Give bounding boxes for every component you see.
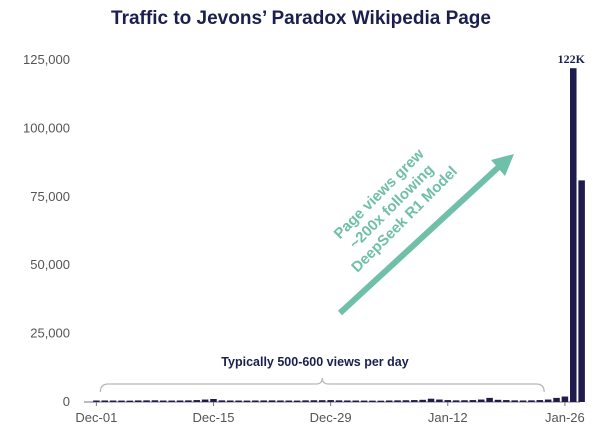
y-tick-label: 125,000	[23, 52, 70, 67]
bar	[427, 398, 435, 402]
bar	[486, 397, 493, 402]
bar	[260, 400, 267, 402]
bar	[310, 400, 318, 402]
bar	[536, 400, 544, 402]
bar	[377, 400, 385, 402]
bar	[302, 400, 309, 402]
bar	[511, 400, 518, 402]
bar	[419, 399, 426, 402]
bar	[561, 396, 569, 402]
x-tick-label: Dec-29	[310, 410, 352, 425]
bar	[519, 400, 527, 402]
y-tick-label: 100,000	[23, 120, 70, 135]
bar	[193, 400, 201, 402]
bar	[477, 399, 485, 402]
bar	[109, 400, 117, 402]
bracket-line	[99, 377, 545, 393]
bar	[553, 397, 560, 402]
bar	[243, 400, 251, 402]
bar	[369, 400, 376, 402]
bar	[544, 399, 552, 402]
bar	[578, 180, 585, 402]
bar	[394, 400, 401, 402]
chart-title: Traffic to Jevons’ Paradox Wikipedia Pag…	[111, 8, 491, 29]
x-tick-label: Dec-15	[193, 410, 235, 425]
x-tick-label: Jan-12	[428, 410, 468, 425]
bar	[185, 400, 192, 402]
bar	[335, 400, 343, 402]
bar	[461, 400, 468, 402]
bar	[385, 400, 393, 402]
bar	[327, 400, 334, 402]
bar	[268, 400, 276, 402]
x-tick-label: Dec-01	[75, 410, 117, 425]
bar	[235, 400, 242, 402]
bar	[285, 400, 293, 402]
growth-arrow	[337, 154, 514, 316]
bar	[151, 400, 159, 402]
y-tick-label: 0	[63, 394, 70, 409]
peak-label: 122K	[558, 52, 586, 66]
bar	[293, 400, 301, 402]
bar	[93, 400, 100, 402]
x-tick-label: Jan-26	[545, 410, 585, 425]
x-axis: Dec-01 Dec-15 Dec-29 Jan-12 Jan-26	[75, 402, 585, 425]
y-axis: 0 25,000 50,000 75,000 100,000 125,000	[23, 52, 580, 409]
bar	[494, 399, 502, 402]
bar	[436, 399, 443, 402]
bar	[201, 399, 209, 402]
bar	[319, 400, 326, 402]
bar	[160, 400, 167, 402]
bar	[411, 400, 418, 402]
bar	[134, 400, 142, 402]
bar	[452, 400, 460, 402]
bar	[218, 400, 226, 402]
bar	[210, 398, 217, 402]
bar	[168, 400, 175, 402]
bar	[570, 68, 577, 402]
bar	[176, 400, 184, 402]
y-tick-label: 50,000	[30, 257, 70, 272]
bar-series	[93, 68, 585, 402]
y-tick-label: 25,000	[30, 326, 70, 341]
bar	[118, 400, 125, 402]
bar	[352, 400, 359, 402]
bar	[252, 400, 259, 402]
baseline-bracket	[99, 377, 545, 393]
bar	[360, 400, 368, 402]
bracket-label: Typically 500-600 views per day	[221, 355, 408, 369]
bar	[344, 400, 351, 402]
bar	[143, 400, 150, 402]
bar	[277, 400, 284, 402]
y-tick-label: 75,000	[30, 189, 70, 204]
bar	[503, 400, 510, 402]
bar	[528, 400, 535, 402]
growth-annotation: Page views grew ~200x following DeepSeek…	[331, 145, 461, 276]
bar	[226, 400, 234, 402]
bar	[444, 400, 452, 402]
bar	[101, 400, 108, 402]
bar	[402, 400, 410, 402]
bar	[469, 400, 477, 402]
bar	[126, 400, 134, 402]
